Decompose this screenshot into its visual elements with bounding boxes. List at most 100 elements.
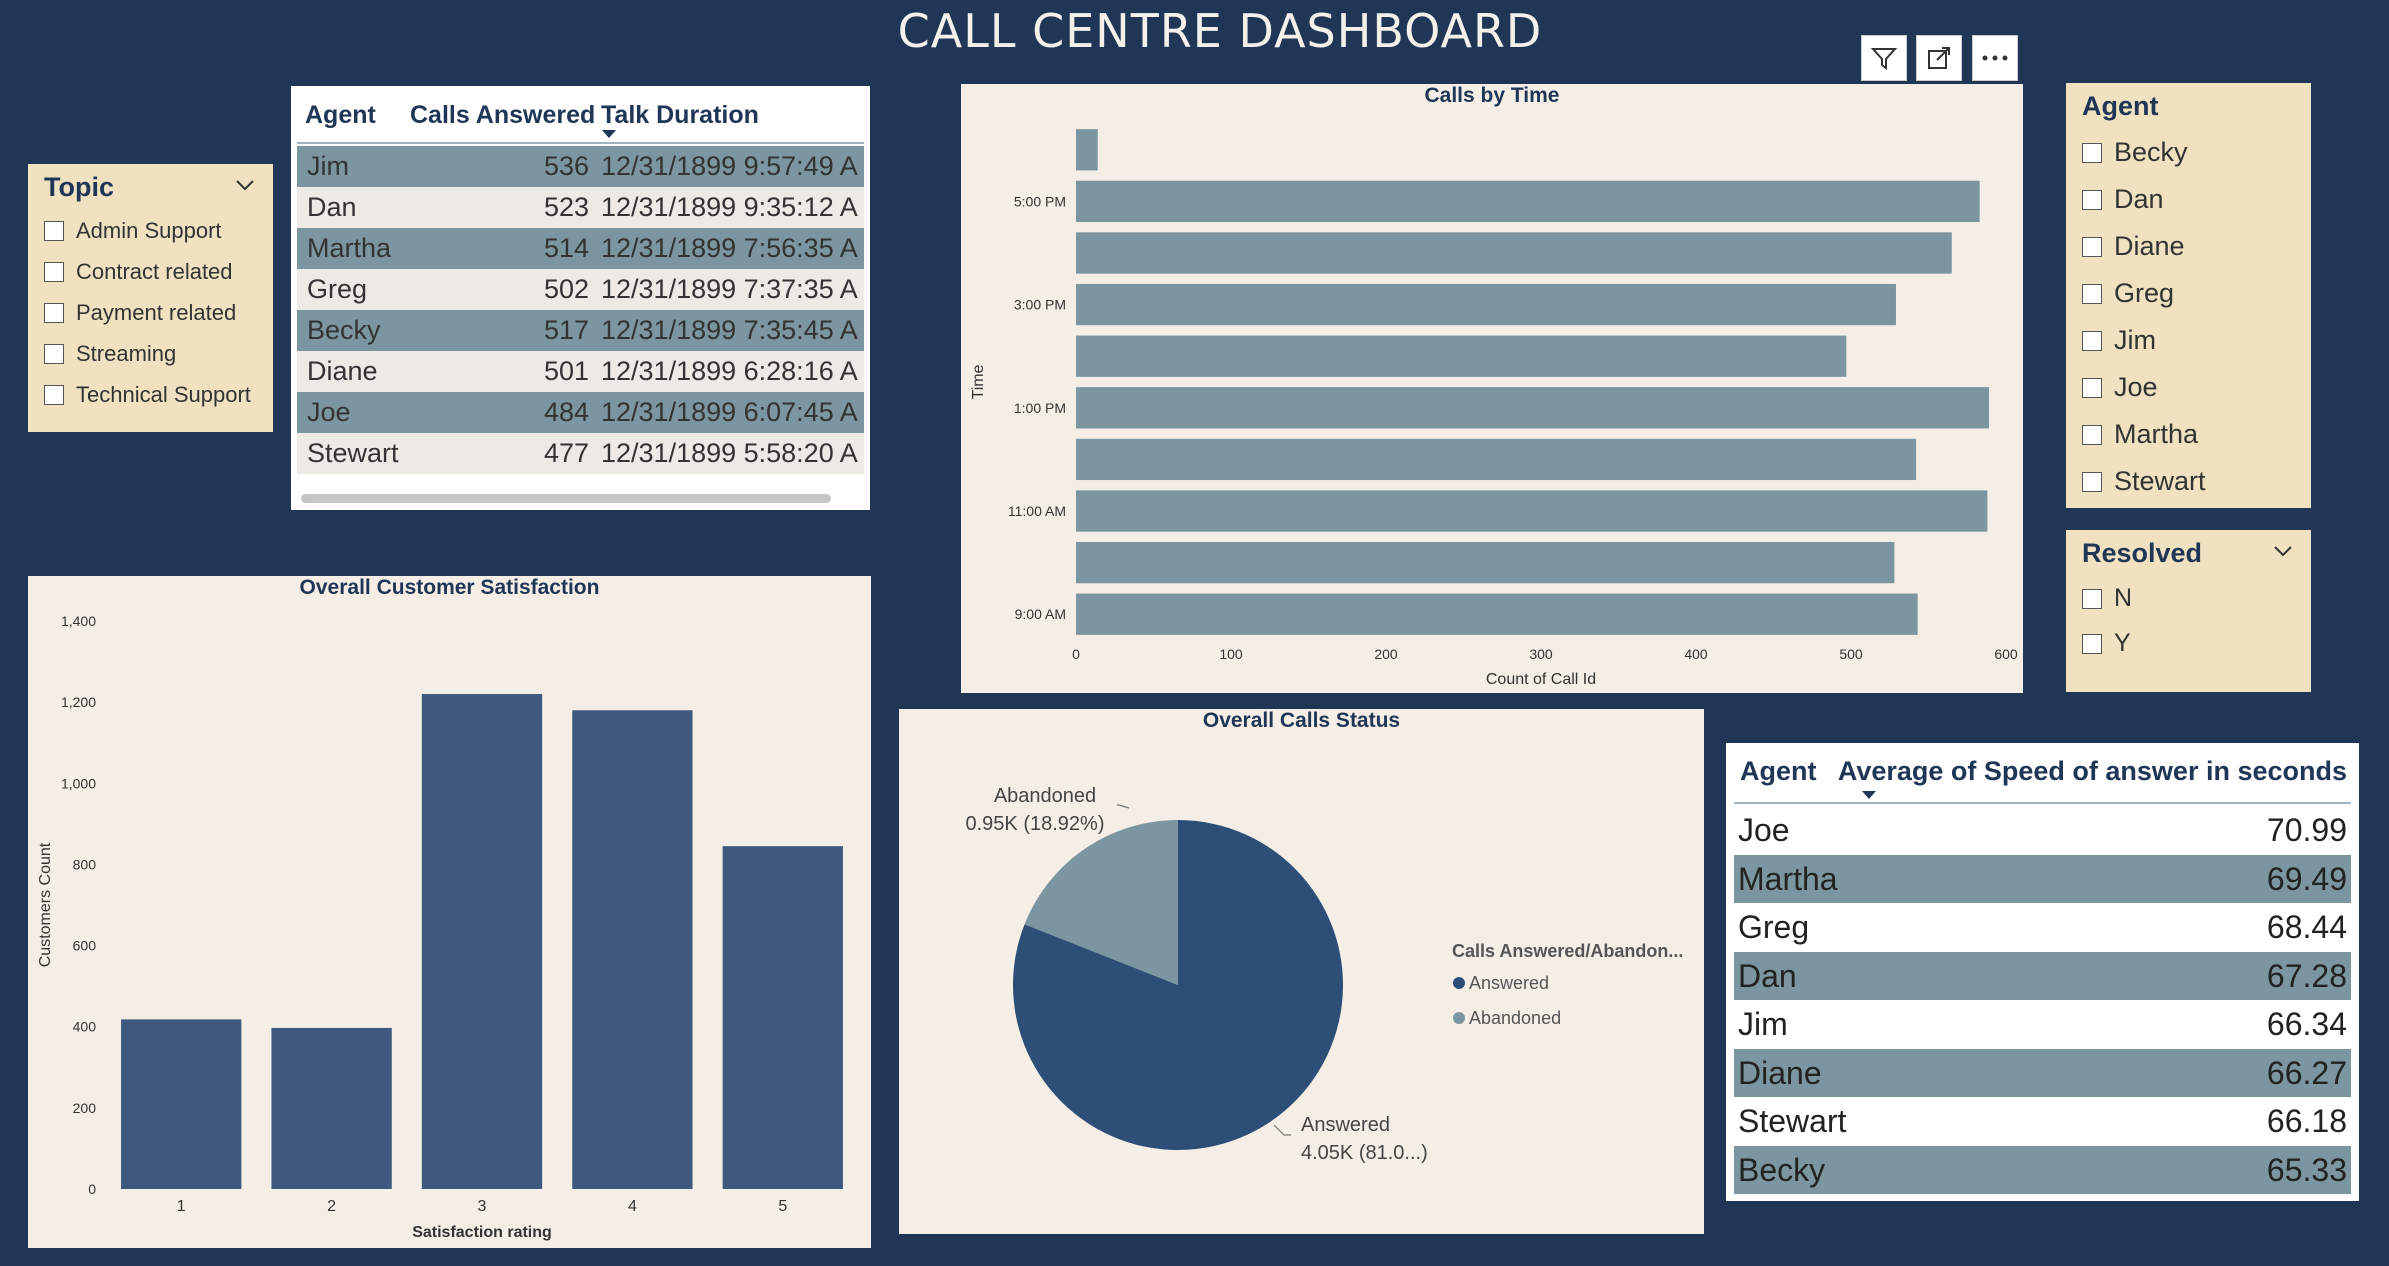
checkbox[interactable] <box>2082 236 2102 257</box>
cell-agent: Greg <box>1738 909 1810 945</box>
slicer-option[interactable]: Y <box>2082 621 2132 666</box>
bar[interactable] <box>1076 180 1980 223</box>
pie-slice[interactable] <box>1024 820 1178 985</box>
table-row[interactable]: Stewart 477 12/31/1899 5:58:20 A <box>297 433 864 474</box>
bar[interactable] <box>271 1027 392 1189</box>
slicer-option[interactable]: Dan <box>2082 176 2206 223</box>
bar[interactable] <box>1076 129 1098 171</box>
table-row[interactable]: Jim 66.34 <box>1734 1000 2351 1048</box>
slicer-option[interactable]: N <box>2082 576 2132 621</box>
table-row[interactable]: Joe 484 12/31/1899 6:07:45 A <box>297 392 864 433</box>
bar[interactable] <box>1076 335 1847 377</box>
y-tick-label: 11:00 AM <box>1008 503 1066 519</box>
bar[interactable] <box>421 694 543 1189</box>
cell-talk-duration: 12/31/1899 9:35:12 A <box>601 192 858 222</box>
slicer-option[interactable]: Martha <box>2082 411 2206 458</box>
slicer-option[interactable]: Admin Support <box>44 210 251 251</box>
table-row[interactable]: Martha 69.49 <box>1734 854 2351 903</box>
x-axis-label: Count of Call Id <box>1486 671 1596 688</box>
legend-marker <box>1453 1012 1465 1024</box>
calls-status-chart: Overall Calls Status Answered 4.05K (81.0… <box>899 709 1704 1234</box>
table-row[interactable]: Martha 514 12/31/1899 7:56:35 A <box>297 228 864 269</box>
slicer-option[interactable]: Technical Support <box>44 374 251 415</box>
legend-title: Calls Answered/Abandon... <box>1452 941 1683 961</box>
slicer-option[interactable]: Contract related <box>44 251 251 292</box>
slicer-option[interactable]: Diane <box>2082 223 2206 270</box>
table-row[interactable]: Joe 70.99 <box>1734 806 2351 854</box>
table-row[interactable]: Becky 65.33 <box>1734 1145 2351 1194</box>
y-tick-label: 600 <box>73 938 97 954</box>
slicer-option[interactable]: Jim <box>2082 317 2206 364</box>
column-header-talk-duration[interactable]: Talk Duration <box>601 101 759 129</box>
slicer-option-label: N <box>2114 584 2133 612</box>
focus-mode-icon <box>1928 47 1950 69</box>
slicer-option[interactable]: Greg <box>2082 270 2206 317</box>
cell-agent: Joe <box>307 397 351 427</box>
bar[interactable] <box>1076 438 1917 481</box>
checkbox[interactable] <box>2082 424 2102 445</box>
table-row[interactable]: Becky 517 12/31/1899 7:35:45 A <box>297 310 864 351</box>
table-row[interactable]: Dan 523 12/31/1899 9:35:12 A <box>297 187 864 228</box>
checkbox[interactable] <box>44 261 64 282</box>
table-row[interactable]: Dan 67.28 <box>1734 951 2351 1000</box>
checkbox[interactable] <box>2082 189 2102 210</box>
bar[interactable] <box>121 1019 242 1189</box>
y-tick-label: 5:00 PM <box>1014 193 1066 209</box>
checkbox[interactable] <box>44 343 64 364</box>
slicer-option[interactable]: Becky <box>2082 129 2206 176</box>
table-row[interactable]: Diane 66.27 <box>1734 1048 2351 1097</box>
table-row[interactable]: Diane 501 12/31/1899 6:28:16 A <box>297 351 864 392</box>
more-options-button[interactable] <box>1972 35 2018 81</box>
bar[interactable] <box>722 846 843 1189</box>
checkbox[interactable] <box>44 220 64 241</box>
slicer-option[interactable]: Streaming <box>44 333 251 374</box>
cell-talk-duration: 12/31/1899 7:56:35 A <box>601 233 858 263</box>
checkbox[interactable] <box>2082 588 2102 609</box>
chart-title: Calls by Time <box>1424 84 1560 107</box>
bar[interactable] <box>1076 541 1895 584</box>
speed-of-answer-table: Agent Average of Speed of answer in seco… <box>1726 743 2359 1201</box>
checkbox[interactable] <box>2082 471 2102 492</box>
table-row[interactable]: Stewart 66.18 <box>1734 1097 2351 1145</box>
horizontal-scrollbar[interactable] <box>301 494 831 503</box>
x-tick-label: 200 <box>1374 646 1398 662</box>
bar[interactable] <box>572 710 693 1189</box>
checkbox[interactable] <box>2082 142 2102 163</box>
bar[interactable] <box>1076 283 1896 326</box>
agent-slicer-title: Agent <box>2082 91 2159 121</box>
checkbox[interactable] <box>2082 633 2102 654</box>
checkbox[interactable] <box>2082 330 2102 351</box>
sort-descending-icon <box>602 130 616 138</box>
checkbox[interactable] <box>2082 377 2102 398</box>
cell-agent: Martha <box>1738 860 1838 897</box>
page-title: CALL CENTRE DASHBOARD <box>897 4 1543 58</box>
legend-item[interactable]: Answered <box>1469 973 1549 993</box>
table-row[interactable]: Greg 502 12/31/1899 7:37:35 A <box>297 269 864 310</box>
checkbox[interactable] <box>44 384 64 405</box>
x-tick-label: 300 <box>1529 646 1553 662</box>
checkbox[interactable] <box>44 302 64 323</box>
bar[interactable] <box>1076 232 1952 274</box>
cell-talk-duration: 12/31/1899 6:07:45 A <box>601 397 858 427</box>
table-row[interactable]: Jim 536 12/31/1899 9:57:49 A <box>297 146 864 187</box>
bar[interactable] <box>1076 387 1989 429</box>
legend-item[interactable]: Abandoned <box>1469 1008 1561 1028</box>
data-label: Abandoned <box>994 785 1096 807</box>
chevron-down-icon[interactable] <box>235 178 255 192</box>
column-header-speed[interactable]: Average of Speed of answer in seconds <box>1837 756 2347 786</box>
focus-mode-button[interactable] <box>1916 35 1962 81</box>
y-axis-label: Time <box>970 364 987 399</box>
column-header-agent[interactable]: Agent <box>1740 756 1817 786</box>
x-tick-label: 400 <box>1684 646 1708 662</box>
table-row[interactable]: Greg 68.44 <box>1734 903 2351 951</box>
column-header-agent[interactable]: Agent <box>305 101 376 129</box>
chevron-down-icon[interactable] <box>2273 544 2293 558</box>
filter-button[interactable] <box>1861 35 1907 81</box>
slicer-option[interactable]: Joe <box>2082 364 2206 411</box>
checkbox[interactable] <box>2082 283 2102 304</box>
bar[interactable] <box>1076 490 1988 532</box>
bar[interactable] <box>1076 593 1918 635</box>
column-header-calls-answered[interactable]: Calls Answered <box>410 101 596 129</box>
slicer-option[interactable]: Payment related <box>44 292 251 333</box>
slicer-option[interactable]: Stewart <box>2082 458 2206 505</box>
